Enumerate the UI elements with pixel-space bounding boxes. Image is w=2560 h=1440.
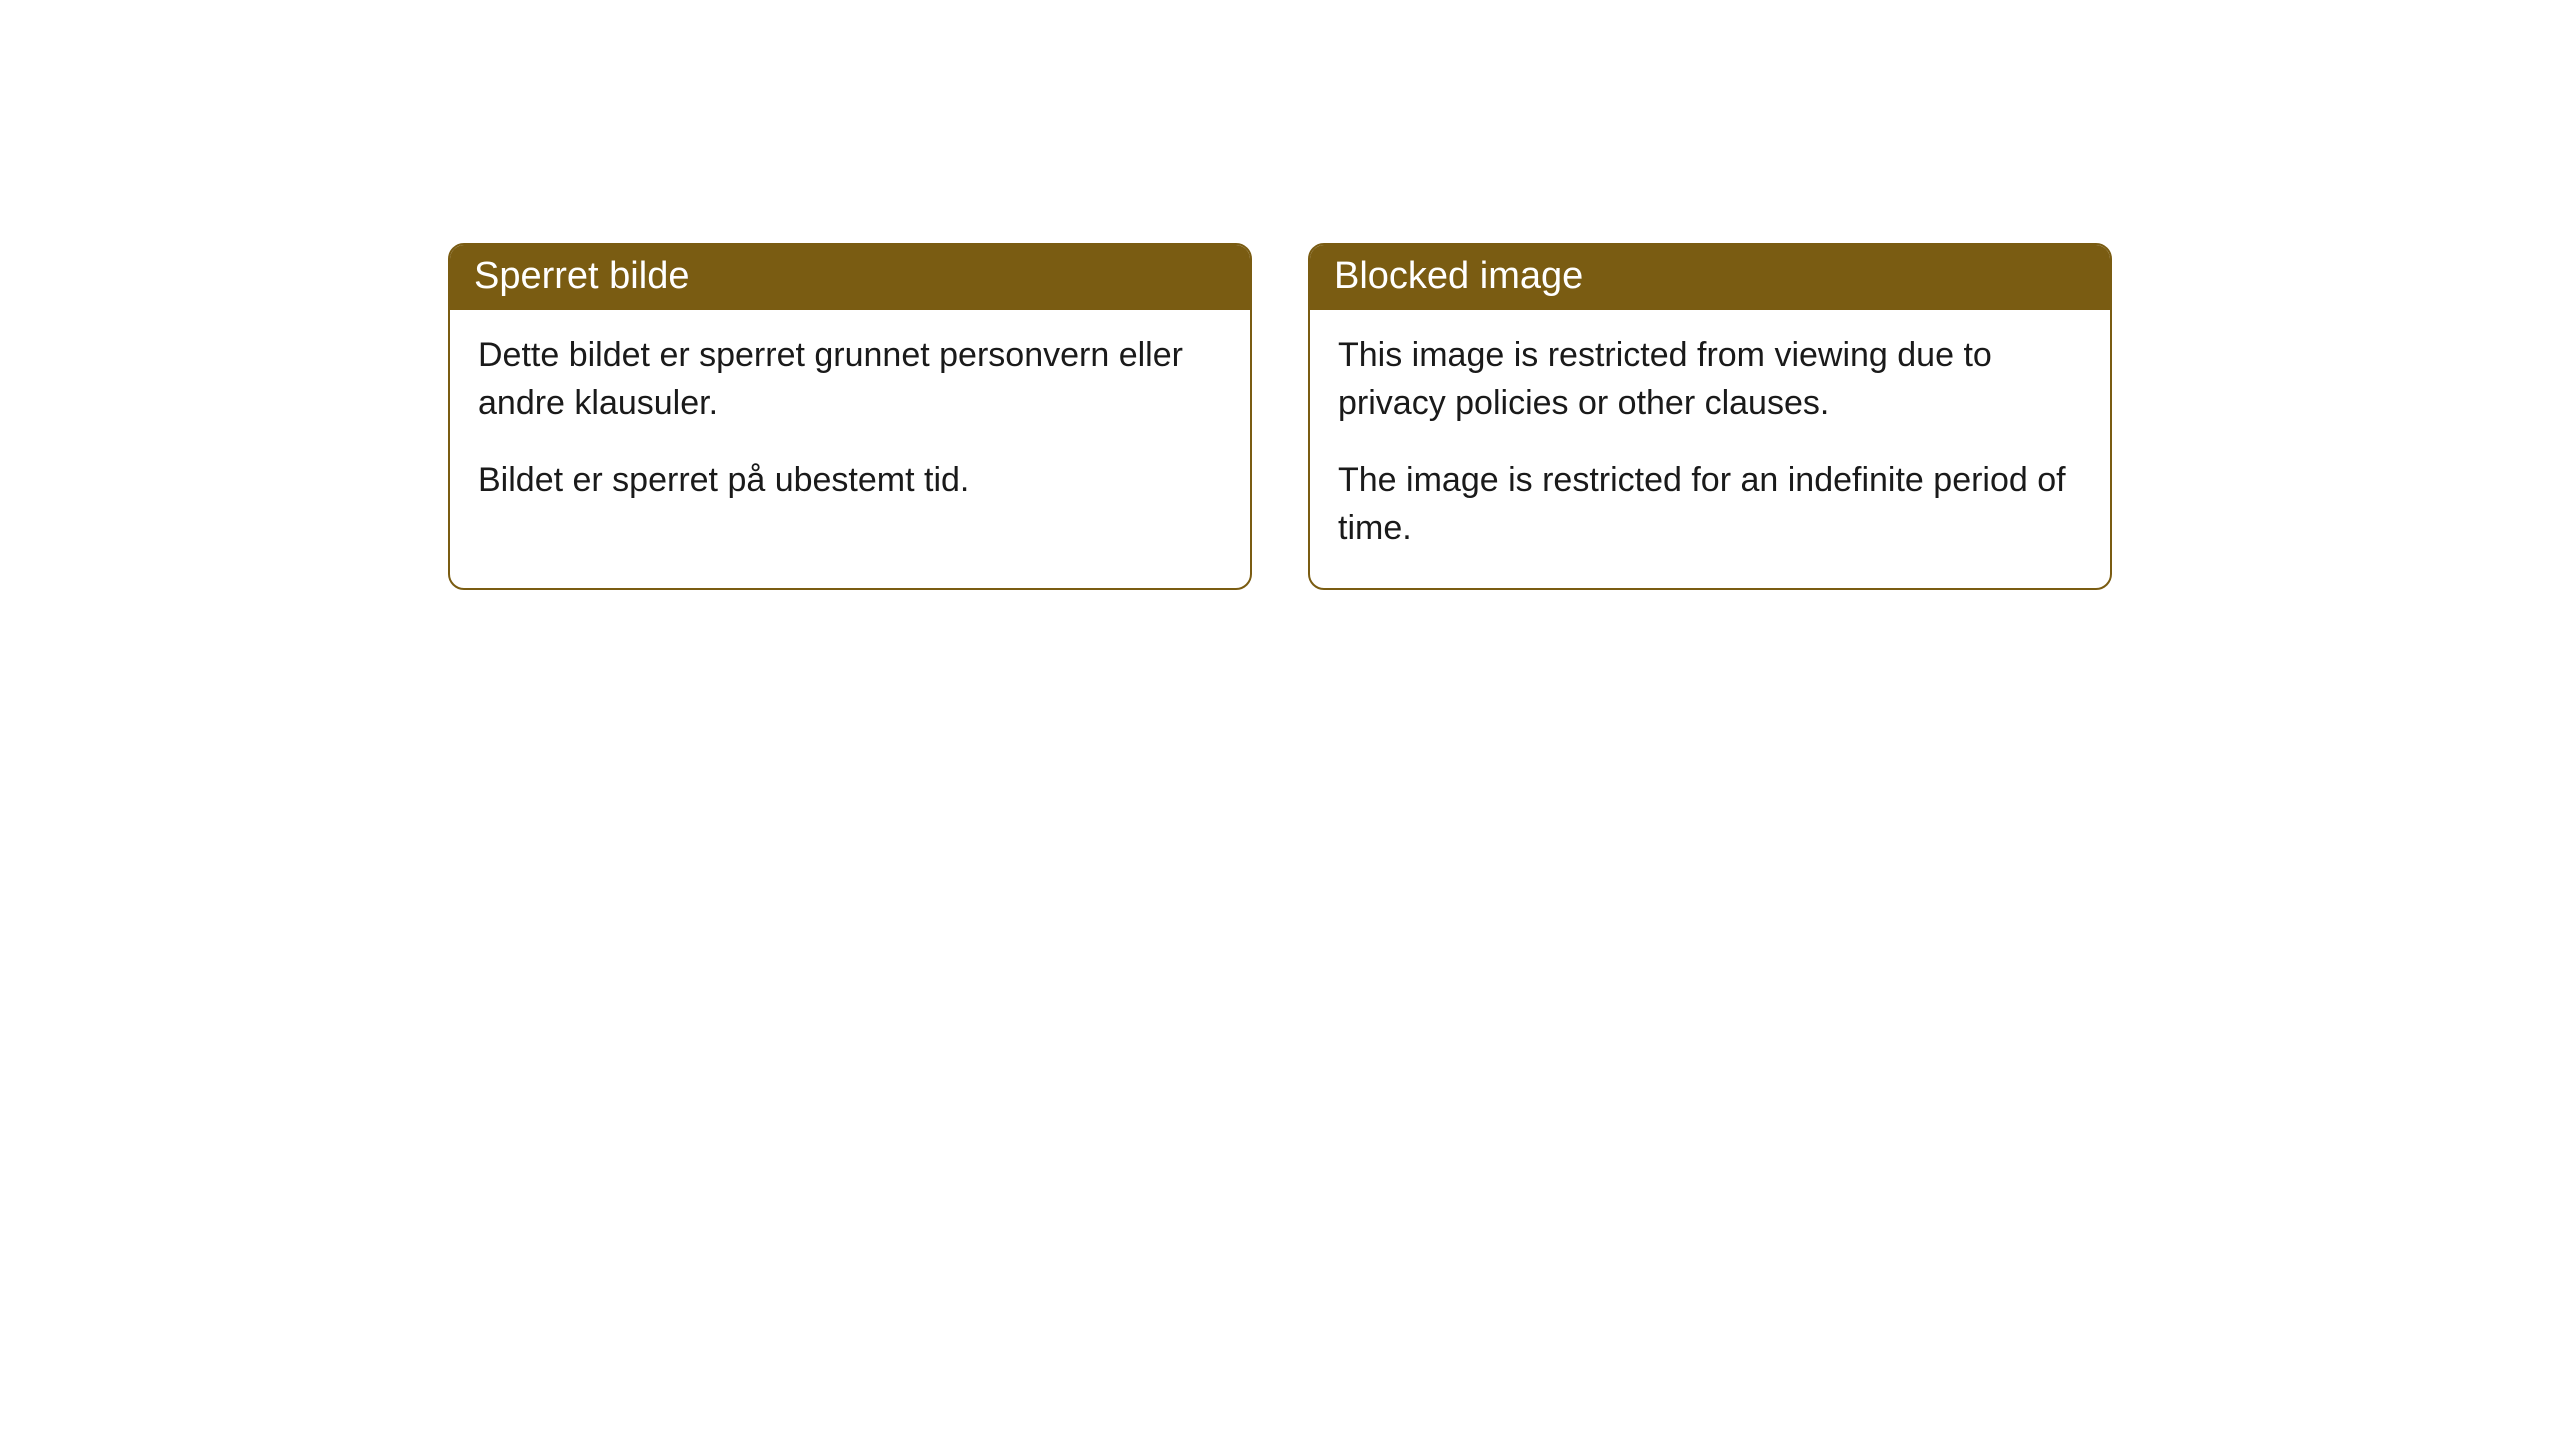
card-body: Dette bildet er sperret grunnet personve… <box>450 310 1250 541</box>
notice-card-norwegian: Sperret bilde Dette bildet er sperret gr… <box>448 243 1252 590</box>
notice-container: Sperret bilde Dette bildet er sperret gr… <box>448 243 2112 590</box>
card-text-line-1: Dette bildet er sperret grunnet personve… <box>478 332 1222 427</box>
card-text-line-2: The image is restricted for an indefinit… <box>1338 457 2082 552</box>
notice-card-english: Blocked image This image is restricted f… <box>1308 243 2112 590</box>
card-header: Sperret bilde <box>450 245 1250 310</box>
card-body: This image is restricted from viewing du… <box>1310 310 2110 588</box>
card-title: Sperret bilde <box>474 255 1226 298</box>
card-header: Blocked image <box>1310 245 2110 310</box>
card-text-line-1: This image is restricted from viewing du… <box>1338 332 2082 427</box>
card-title: Blocked image <box>1334 255 2086 298</box>
card-text-line-2: Bildet er sperret på ubestemt tid. <box>478 457 1222 505</box>
